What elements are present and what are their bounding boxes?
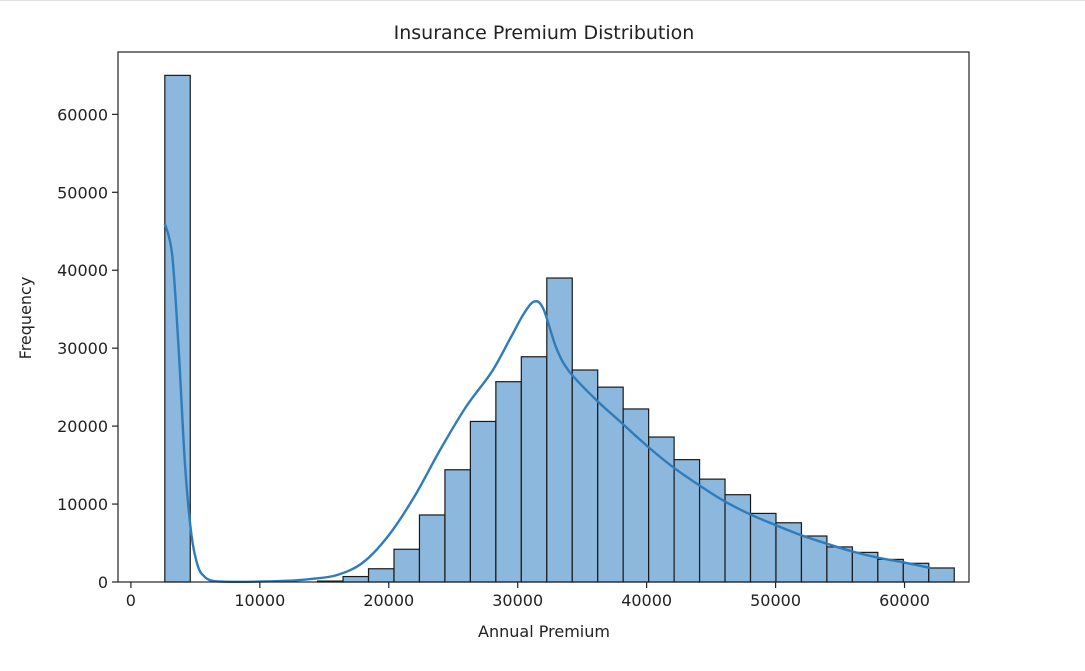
x-axis-label: Annual Premium (478, 622, 610, 641)
y-axis-label: Frequency (16, 277, 35, 360)
histogram-bar (571, 369, 599, 583)
page-top-rule (0, 0, 1085, 1)
histogram-bar (648, 436, 675, 583)
x-tick-label: 50000 (750, 591, 801, 610)
plot-frame (117, 51, 970, 583)
histogram-bar (622, 408, 650, 583)
x-tick-label: 0 (126, 591, 136, 610)
y-tick-label: 10000 (57, 495, 108, 514)
x-tick-label: 40000 (621, 591, 672, 610)
x-tick-label: 30000 (492, 591, 543, 610)
histogram-bar (444, 469, 471, 583)
y-tick-label: 60000 (57, 105, 108, 124)
kde-curve (163, 223, 931, 584)
y-tick-label: 30000 (57, 339, 108, 358)
chart-title: Insurance Premium Distribution (394, 22, 695, 44)
histogram-bar (393, 548, 421, 583)
histogram-bar (469, 420, 497, 583)
histogram-bar (597, 386, 624, 583)
histogram-bar (342, 575, 370, 583)
x-axis-ticks: 0 10000 20000 30000 40000 50000 60000 (126, 582, 930, 610)
y-tick-label: 40000 (57, 261, 108, 280)
histogram-bar (928, 567, 955, 583)
histogram-bars (164, 74, 955, 583)
x-tick-label: 20000 (363, 591, 414, 610)
y-axis-ticks: 0 10000 20000 30000 40000 50000 60000 (57, 105, 118, 592)
y-tick-label: 50000 (57, 183, 108, 202)
histogram-bar (520, 356, 548, 583)
y-tick-label: 20000 (57, 417, 108, 436)
histogram-bar (826, 546, 853, 583)
histogram-bar (546, 277, 573, 583)
y-tick-label: 0 (98, 573, 108, 592)
histogram-bar (495, 381, 522, 583)
histogram-bar (673, 459, 701, 583)
histogram-bar (418, 514, 446, 583)
x-tick-label: 10000 (234, 591, 285, 610)
histogram-bar (367, 568, 395, 583)
x-tick-label: 60000 (879, 591, 930, 610)
histogram-bar (749, 512, 777, 583)
